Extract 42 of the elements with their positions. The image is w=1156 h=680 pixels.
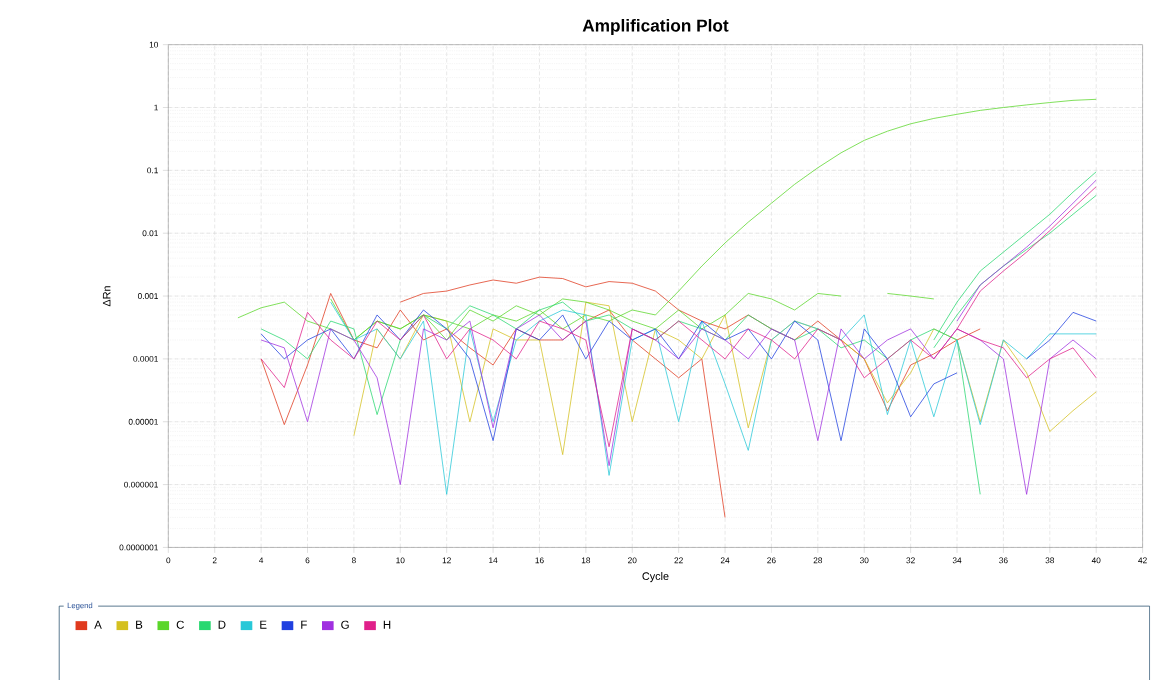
y-tick-label: 0.00001 (128, 418, 158, 425)
x-axis-title: Cycle (642, 571, 669, 583)
x-tick-label: 14 (489, 557, 498, 564)
x-tick-label: 10 (396, 557, 405, 564)
x-tick-label: 38 (1045, 557, 1055, 564)
x-tick-label: 2 (212, 557, 217, 564)
x-tick-label: 6 (305, 557, 310, 564)
x-tick-label: 26 (767, 557, 776, 564)
x-tick-label: 22 (674, 557, 683, 564)
y-axis-title: ΔRn (102, 286, 111, 307)
x-tick-label: 20 (628, 557, 637, 564)
x-tick-label: 24 (720, 557, 730, 564)
y-tick-label: 0.000001 (124, 481, 158, 488)
x-tick-label: 0 (166, 557, 171, 564)
legend-label: B (136, 620, 143, 629)
x-tick-label: 28 (813, 557, 823, 564)
x-tick-label: 4 (259, 557, 264, 564)
x-tick-label: 42 (1138, 557, 1147, 564)
x-tick-label: 30 (859, 557, 869, 564)
legend-label: G (341, 620, 349, 629)
x-tick-label: 40 (1091, 557, 1101, 564)
x-tick-label: 32 (906, 557, 915, 564)
y-tick-label: 1 (154, 104, 158, 111)
legend-label: C (176, 620, 184, 629)
y-tick-label: 10 (149, 41, 159, 48)
x-tick-label: 12 (442, 557, 451, 564)
legend-label: D (218, 620, 226, 629)
legend-label: E (260, 620, 267, 629)
y-tick-label: 0.0000001 (119, 544, 158, 551)
y-tick-label: 0.001 (137, 293, 158, 299)
legend-label: H (383, 620, 391, 629)
y-tick-label: 0.1 (147, 167, 158, 174)
x-tick-label: 36 (999, 557, 1008, 564)
y-tick-label: 0.0001 (133, 355, 158, 362)
legend-label: A (94, 620, 102, 629)
x-tick-label: 18 (581, 557, 591, 564)
chart-title: Amplification Plot (582, 18, 729, 35)
y-tick-label: 0.01 (142, 230, 158, 237)
x-tick-label: 34 (952, 557, 962, 564)
legend-label: F (301, 620, 307, 629)
x-tick-label: 8 (351, 557, 356, 564)
x-tick-label: 16 (535, 557, 544, 564)
